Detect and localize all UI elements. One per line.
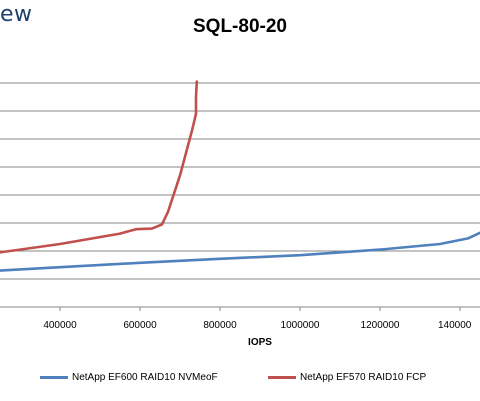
x-tick-label-4: 1000000: [281, 320, 320, 331]
x-tick-label-5: 1200000: [361, 320, 400, 331]
chart-title: SQL-80-20: [193, 16, 287, 37]
legend-label-ef600: NetApp EF600 RAID10 NVMeoF: [72, 372, 218, 383]
legend-item-ef600: NetApp EF600 RAID10 NVMeoF: [40, 372, 218, 383]
x-tick-label-3: 800000: [203, 320, 237, 331]
legend-label-ef570: NetApp EF570 RAID10 FCP: [300, 372, 427, 383]
legend: NetApp EF600 RAID10 NVMeoF NetApp EF570 …: [0, 372, 480, 388]
x-tick-label-1: 400000: [43, 320, 77, 331]
x-tick-labels: 400000 600000 800000 1000000 1200000 140000: [43, 320, 471, 331]
brand-logo-fragment: ew: [0, 2, 33, 27]
x-axis-title: IOPS: [248, 337, 272, 348]
legend-swatch-ef600: [40, 376, 68, 379]
series-line-1: [0, 231, 480, 272]
x-tick-label-6: 140000: [438, 320, 472, 331]
x-tick-label-2: 600000: [123, 320, 157, 331]
legend-item-ef570: NetApp EF570 RAID10 FCP: [268, 372, 426, 383]
legend-swatch-ef570: [268, 376, 296, 379]
series-line-2: [0, 80, 199, 254]
gridlines: [0, 82, 480, 280]
series-lines: [0, 80, 480, 272]
axes: [0, 306, 480, 311]
